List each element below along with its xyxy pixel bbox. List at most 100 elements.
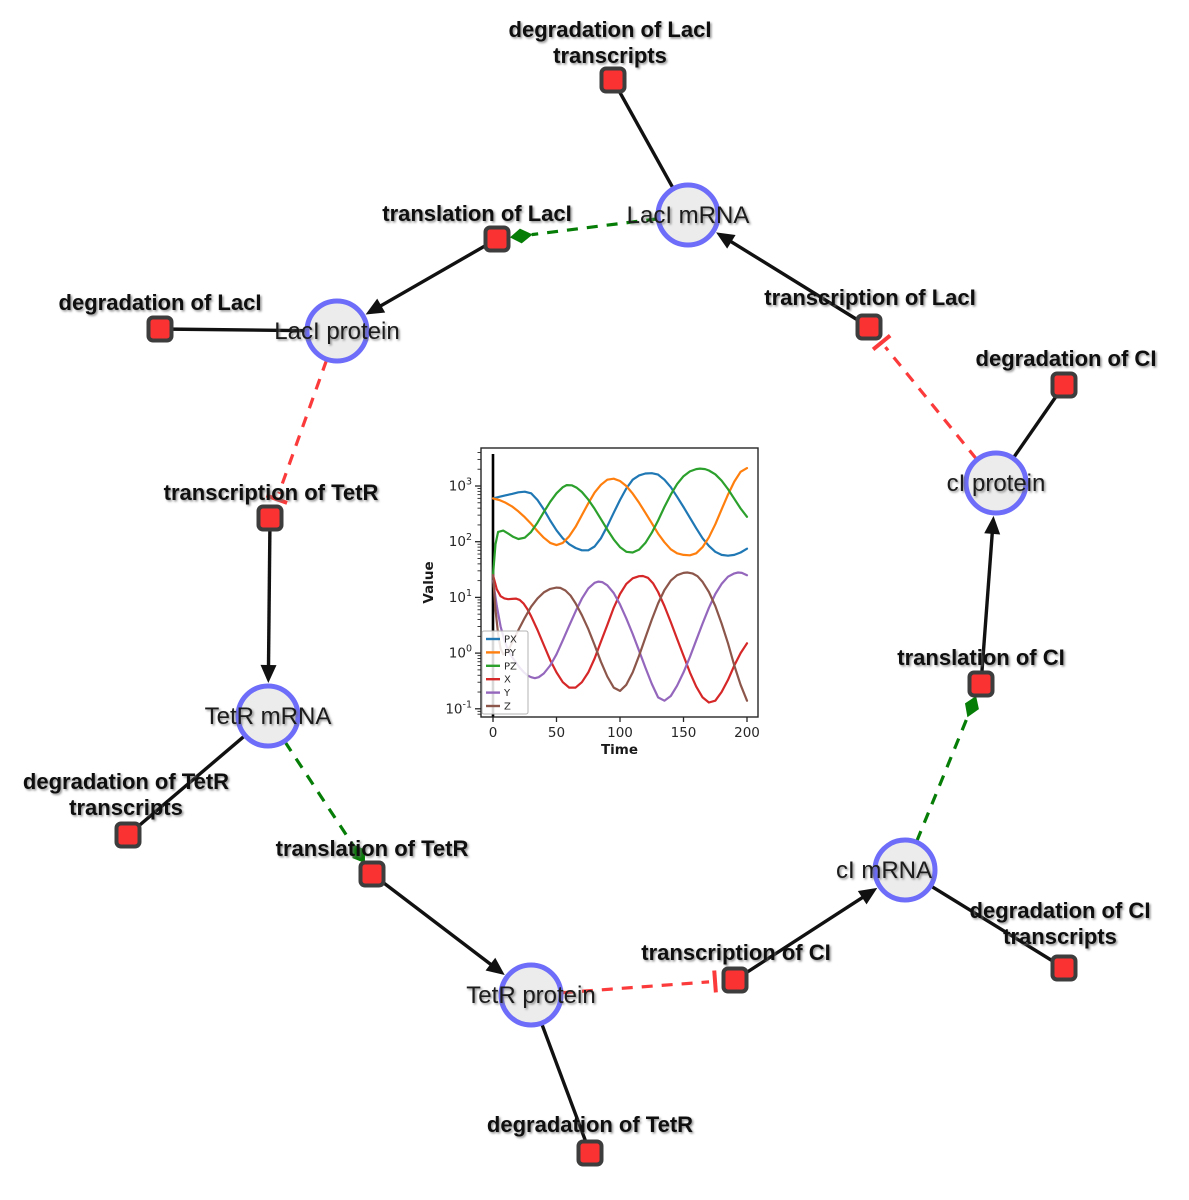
reaction-label-deg-laci-transcripts-line1: degradation of LacI <box>509 17 712 42</box>
species-node-tetr-protein <box>498 962 564 1028</box>
edge-reactant-ci-mrna--deg-ci-transcripts <box>930 884 1065 970</box>
edge-reactant-tetr-protein--deg-tetr <box>540 1023 592 1154</box>
inhibitor-bar-tetr-protein--transcription-ci <box>712 970 718 993</box>
labels-layer: LacI mRNA LacI protein TetR mRNA TetR prote… <box>23 17 1157 1137</box>
species-label-laci-mrna: LacI mRNA <box>627 202 750 229</box>
reaction-label-deg-tetr: degradation of TetR <box>487 1112 693 1137</box>
edge-reactant-tetr-mrna--deg-tetr-transcripts <box>126 734 246 837</box>
species-label-ci-mrna: cI mRNA <box>836 857 932 884</box>
species-label-tetr-mrna: TetR mRNA <box>205 703 332 730</box>
reaction-node-transcription-ci <box>721 966 749 994</box>
reaction-node-translation-laci <box>483 225 511 253</box>
legend-label-X: X <box>504 675 511 686</box>
value-axis-label: Value <box>421 561 437 603</box>
reaction-node-deg-laci <box>146 315 174 343</box>
arrowhead-translation-laci--laci-protein <box>365 298 386 315</box>
legend-item-PY: PY <box>486 648 517 659</box>
legend-item-PZ: PZ <box>486 661 517 672</box>
edge-product-transcription-tetr--tetr-mrna <box>266 517 272 672</box>
species-node-ci-mrna <box>872 837 938 903</box>
reaction-label-transcription-ci: transcription of CI <box>641 940 830 965</box>
species-node-ci-protein <box>963 450 1029 516</box>
edge-modifier-laci-mrna--translation-laci <box>531 217 658 237</box>
edge-inhibition-laci-protein--transcription-tetr <box>277 359 329 495</box>
reaction-label-deg-tetr-transcripts-line1: degradation of TetR <box>23 769 229 794</box>
legend-item-PX: PX <box>486 635 517 646</box>
series-line-PY <box>491 466 749 557</box>
modifier-arrowhead-ci-mrna--translation-ci <box>965 696 979 718</box>
y-axis-tick-label: 102 <box>449 532 472 550</box>
y-axis-tick-label: 10-1 <box>445 699 472 717</box>
inhibitor-bar-laci-protein--transcription-tetr <box>265 493 288 505</box>
legend-label-PX: PX <box>504 635 517 646</box>
reaction-label-deg-ci-transcripts-line1: degradation of CI <box>970 898 1151 923</box>
inhibitor-bar-ci-protein--transcription-laci <box>871 334 892 352</box>
species-label-tetr-protein: TetR protein <box>466 982 595 1009</box>
edge-modifier-tetr-mrna--translation-tetr <box>283 741 355 846</box>
reaction-label-deg-laci-transcripts-line2: transcripts <box>553 43 667 68</box>
reaction-node-deg-tetr-transcripts <box>114 821 142 849</box>
arrowhead-translation-tetr--tetr-protein <box>485 957 505 976</box>
legend-item-X: X <box>486 675 511 686</box>
legend-item-Z: Z <box>486 702 511 713</box>
legend-label-PZ: PZ <box>504 661 517 672</box>
arrowhead-transcription-tetr--tetr-mrna <box>260 664 277 684</box>
x-axis-tick-label: 200 <box>734 725 760 741</box>
reaction-label-deg-ci: degradation of CI <box>976 346 1157 371</box>
modifier-arrowhead-laci-mrna--translation-laci <box>509 228 533 244</box>
edge-product-translation-laci--laci-protein <box>375 237 498 311</box>
arrowhead-transcription-ci--ci-mrna <box>857 887 878 905</box>
reaction-label-transcription-tetr: transcription of TetR <box>164 480 379 505</box>
species-label-laci-protein: LacI protein <box>274 318 399 345</box>
reaction-node-translation-tetr <box>358 860 386 888</box>
edge-reactant-laci-mrna--deg-laci-transcripts <box>611 79 675 189</box>
reaction-label-translation-laci: translation of LacI <box>382 201 571 226</box>
edge-product-transcription-ci--ci-mrna <box>734 893 869 982</box>
reaction-label-deg-tetr-transcripts-line2: transcripts <box>69 795 183 820</box>
reaction-node-transcription-laci <box>855 313 883 341</box>
y-axis-tick-label: 101 <box>449 588 472 606</box>
reaction-label-deg-laci: degradation of LacI <box>59 290 262 315</box>
edge-product-transcription-laci--laci-mrna <box>725 237 870 329</box>
time-axis-label: Time <box>601 742 638 758</box>
edge-product-translation-ci--ci-protein <box>979 527 995 685</box>
species-node-tetr-mrna <box>235 683 301 749</box>
series-line-X <box>491 574 749 704</box>
series-line-PZ <box>491 467 749 577</box>
arrowhead-translation-ci--ci-protein <box>984 515 1001 535</box>
legend-label-PY: PY <box>504 648 517 659</box>
reaction-node-translation-ci <box>967 670 995 698</box>
y-axis-tick-label: 100 <box>449 644 472 662</box>
species-label-ci-protein: cI protein <box>947 470 1046 497</box>
reaction-node-deg-ci-transcripts <box>1050 954 1078 982</box>
series-line-PX <box>491 472 749 557</box>
legend-label-Z: Z <box>504 702 511 713</box>
y-axis-tick-label: 103 <box>449 477 472 495</box>
edge-modifier-ci-mrna--translation-ci <box>915 715 970 842</box>
legend: PX PY PZ XYZ <box>481 630 529 715</box>
reaction-label-transcription-laci: transcription of LacI <box>764 285 975 310</box>
arrowhead-transcription-laci--laci-mrna <box>716 232 736 249</box>
reaction-nodes-layer <box>114 66 1078 1167</box>
x-axis-tick-label: 0 <box>489 725 498 741</box>
edge-product-translation-tetr--tetr-protein <box>370 872 497 970</box>
species-node-laci-mrna <box>655 182 721 248</box>
reaction-label-translation-ci: translation of CI <box>897 645 1064 670</box>
reaction-node-deg-tetr <box>576 1139 604 1167</box>
edge-inhibition-ci-protein--transcription-laci <box>884 346 978 460</box>
series-layer <box>491 466 749 704</box>
reaction-label-deg-ci-transcripts-line2: transcripts <box>1003 924 1117 949</box>
x-axis-tick-label: 50 <box>548 725 565 741</box>
modifier-arrowhead-tetr-mrna--translation-tetr <box>352 843 366 864</box>
reaction-node-deg-ci <box>1050 371 1078 399</box>
species-nodes-layer <box>235 182 1029 1028</box>
species-node-laci-protein <box>304 298 370 364</box>
edges-layer <box>126 79 1066 1154</box>
legend-item-Y: Y <box>486 688 511 699</box>
x-axis-tick-label: 100 <box>607 725 633 741</box>
reaction-label-translation-tetr: translation of TetR <box>276 836 469 861</box>
edge-inhibition-tetr-protein--transcription-ci <box>561 980 710 995</box>
legend-label-Y: Y <box>503 688 511 699</box>
